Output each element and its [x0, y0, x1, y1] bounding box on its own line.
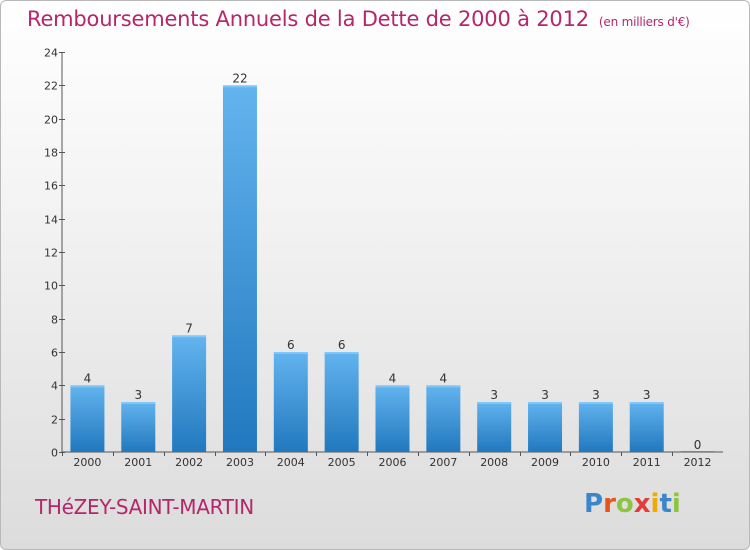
logo-letter: P	[584, 489, 604, 519]
bar	[680, 451, 715, 452]
logo-letter: i	[650, 489, 660, 519]
x-tick-label: 2003	[226, 456, 254, 469]
y-tick-label: 10	[44, 280, 58, 293]
bar	[375, 385, 410, 452]
bar	[172, 335, 207, 452]
x-tick-label: 2002	[175, 456, 203, 469]
bar-highlight	[629, 402, 664, 404]
data-label: 4	[389, 371, 397, 385]
bar-highlight	[324, 352, 359, 354]
x-tick-label: 2008	[480, 456, 508, 469]
logo-letter: t	[659, 489, 672, 519]
data-label: 6	[287, 338, 295, 352]
x-tick-label: 2009	[531, 456, 559, 469]
bar	[121, 402, 156, 452]
y-tick-label: 22	[44, 80, 58, 93]
proxiti-logo[interactable]: Proxiti	[584, 489, 681, 519]
chart-title-text: Remboursements Annuels de la Dette de 20…	[27, 7, 589, 31]
logo-letter: i	[671, 489, 681, 519]
data-label: 3	[592, 388, 600, 402]
bar	[273, 352, 308, 452]
bar-highlight	[172, 335, 207, 338]
y-tick-label: 2	[51, 414, 58, 427]
bar-highlight	[273, 352, 308, 354]
bar	[324, 352, 359, 452]
commune-name: THéZEY-SAINT-MARTIN	[35, 495, 254, 519]
y-tick-label: 16	[44, 180, 58, 193]
bar-highlight	[477, 402, 512, 404]
x-tick-label: 2007	[429, 456, 457, 469]
logo-letter: r	[603, 489, 616, 519]
data-label: 3	[643, 388, 651, 402]
data-label: 0	[694, 438, 702, 452]
bar-highlight	[222, 85, 257, 88]
y-tick-label: 4	[51, 380, 58, 393]
x-tick-label: 2010	[582, 456, 610, 469]
logo-letter: o	[615, 489, 634, 519]
chart-subtitle: (en milliers d'€)	[598, 15, 690, 29]
data-label: 7	[185, 321, 193, 335]
x-tick-label: 2012	[684, 456, 712, 469]
bar	[477, 402, 512, 452]
bar-highlight	[578, 402, 613, 404]
y-tick-label: 20	[44, 114, 58, 127]
x-tick-label: 2001	[124, 456, 152, 469]
bar-highlight	[375, 385, 410, 388]
data-label: 4	[84, 371, 92, 385]
bar-highlight	[121, 402, 156, 404]
x-tick-label: 2006	[379, 456, 407, 469]
bar-highlight	[426, 385, 461, 388]
data-label: 3	[490, 388, 498, 402]
x-tick-label: 2011	[633, 456, 661, 469]
y-tick-label: 14	[44, 214, 58, 227]
bar-highlight	[528, 402, 563, 404]
y-tick-label: 6	[51, 347, 58, 360]
logo-letter: x	[633, 489, 651, 519]
bar	[70, 385, 105, 452]
y-tick-label: 0	[51, 447, 58, 460]
data-label: 4	[440, 371, 448, 385]
data-label: 22	[232, 71, 247, 85]
bar	[528, 402, 563, 452]
y-tick-label: 18	[44, 147, 58, 160]
bar	[578, 402, 613, 452]
bar	[426, 385, 461, 452]
x-tick-label: 2004	[277, 456, 305, 469]
bar	[629, 402, 664, 452]
y-tick-label: 12	[44, 247, 58, 260]
x-tick-label: 2005	[328, 456, 356, 469]
bar	[222, 85, 257, 452]
x-tick-label: 2000	[73, 456, 101, 469]
data-label: 3	[541, 388, 549, 402]
data-label: 3	[134, 388, 142, 402]
bar-highlight	[70, 385, 105, 388]
chart-title: Remboursements Annuels de la Dette de 20…	[27, 7, 690, 31]
y-tick-label: 8	[51, 314, 58, 327]
y-tick-label: 24	[44, 47, 58, 60]
data-label: 6	[338, 338, 346, 352]
